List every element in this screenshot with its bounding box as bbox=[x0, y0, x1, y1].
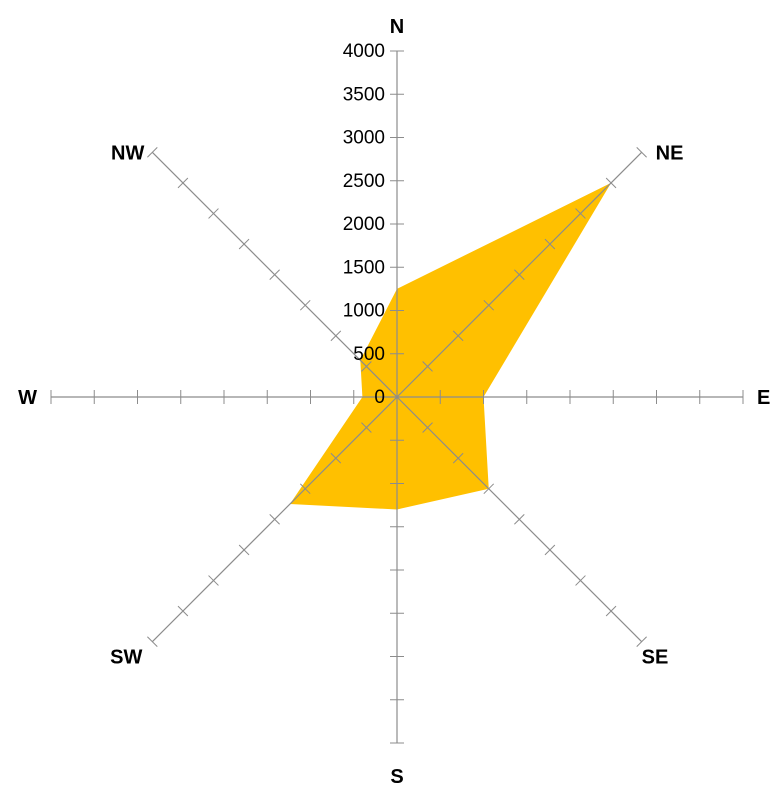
tick-se-4000 bbox=[636, 636, 647, 647]
tick-se-3000 bbox=[575, 575, 586, 586]
tick-label: 3500 bbox=[343, 84, 385, 105]
tick-se-2000 bbox=[514, 514, 525, 525]
tick-se-3500 bbox=[605, 605, 617, 617]
tick-label: 1000 bbox=[343, 301, 385, 322]
tick-ne-3500 bbox=[605, 177, 617, 189]
tick-sw-1000 bbox=[330, 452, 342, 464]
tick-label: 3000 bbox=[343, 128, 385, 149]
tick-label: 0 bbox=[374, 387, 385, 408]
direction-label-n: N bbox=[390, 16, 404, 38]
tick-sw-2500 bbox=[238, 544, 250, 556]
tick-sw-2000 bbox=[269, 514, 280, 525]
tick-nw-1000 bbox=[330, 330, 342, 342]
direction-label-sw: SW bbox=[110, 647, 142, 669]
tick-nw-4000 bbox=[147, 147, 158, 158]
tick-se-1000 bbox=[452, 452, 464, 464]
tick-ne-1500 bbox=[483, 299, 495, 311]
direction-labels: N NE E SE S SW W NW bbox=[18, 16, 770, 788]
tick-nw-2000 bbox=[269, 269, 280, 280]
tick-sw-4000 bbox=[147, 636, 158, 647]
tick-label: 500 bbox=[353, 344, 385, 365]
tick-sw-3500 bbox=[177, 605, 189, 617]
tick-nw-1500 bbox=[299, 299, 311, 311]
tick-sw-1500 bbox=[299, 483, 311, 495]
tick-ne-2500 bbox=[544, 238, 556, 250]
direction-label-ne: NE bbox=[656, 142, 684, 164]
tick-ne-500 bbox=[422, 361, 433, 372]
direction-label-w: W bbox=[18, 387, 37, 409]
tick-label: 2000 bbox=[343, 214, 385, 235]
tick-nw-3500 bbox=[177, 177, 189, 189]
series-area bbox=[289, 182, 612, 510]
tick-se-1500 bbox=[483, 483, 495, 495]
tick-labels: 0 500 1000 1500 2000 2500 3000 3500 4000 bbox=[343, 41, 385, 408]
tick-nw-3000 bbox=[208, 208, 219, 219]
tick-ne-4000 bbox=[636, 147, 647, 158]
tick-nw-2500 bbox=[238, 238, 250, 250]
radial-axes bbox=[51, 51, 743, 743]
axis-ticks bbox=[50, 50, 744, 744]
tick-label: 2500 bbox=[343, 171, 385, 192]
direction-label-e: E bbox=[757, 387, 770, 409]
tick-sw-500 bbox=[361, 422, 372, 433]
tick-se-500 bbox=[422, 422, 433, 433]
tick-label: 1500 bbox=[343, 257, 385, 278]
tick-nw-500 bbox=[361, 361, 372, 372]
direction-label-se: SE bbox=[642, 647, 669, 669]
tick-label: 4000 bbox=[343, 41, 385, 62]
tick-ne-3000 bbox=[575, 208, 586, 219]
tick-sw-3000 bbox=[208, 575, 219, 586]
tick-ne-2000 bbox=[514, 269, 525, 280]
direction-label-s: S bbox=[390, 766, 403, 788]
tick-ne-1000 bbox=[452, 330, 464, 342]
direction-label-nw: NW bbox=[111, 142, 144, 164]
tick-se-2500 bbox=[544, 544, 556, 556]
